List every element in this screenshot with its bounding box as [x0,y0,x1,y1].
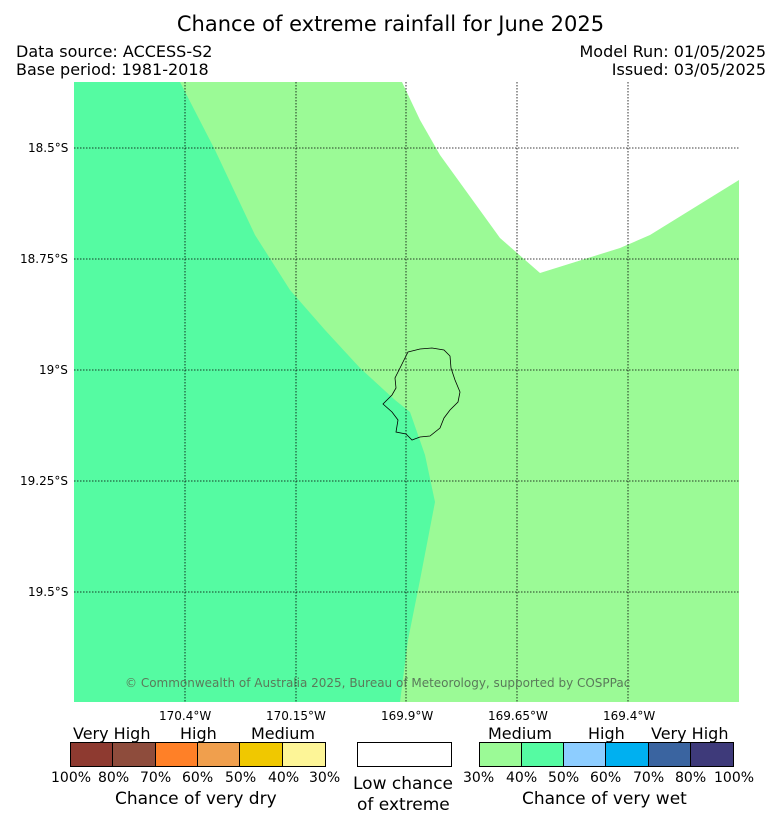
legend-pct: 30% [463,770,495,786]
legend-dry-medium: Medium [251,724,315,743]
meta-left: Data source: ACCESS-S2 Base period: 1981… [16,43,212,79]
legend-swatch [113,743,156,766]
legend-wet-very-high: Very High [651,724,729,743]
region-low-chance [402,82,739,273]
legend-pct: 40% [268,770,300,786]
legend-wet-swatches [479,742,734,767]
lat-label: 19.5°S [28,585,69,599]
legend-dry-high: High [180,724,217,743]
legend-swatch [564,743,607,766]
legend-swatch [690,743,733,766]
legend-pct: 80% [675,770,707,786]
model-run: Model Run: 01/05/2025 [579,42,767,61]
legend-pct: 60% [590,770,622,786]
meta-right: Model Run: 01/05/2025 Issued: 03/05/2025 [580,43,767,79]
map-gridlines [74,82,739,702]
lon-label: 169.65°W [488,709,548,723]
legend-pct: 100% [51,770,92,786]
legend-pct: 70% [633,770,665,786]
legend-wet-medium: Medium [488,724,552,743]
legend-pct: 100% [714,770,755,786]
lon-label: 170.15°W [266,709,326,723]
legend-swatch [480,743,523,766]
legend-swatch [606,743,649,766]
legend-low-chance-caption-1: Low chance [353,774,453,794]
legend-pct: 70% [140,770,172,786]
legend-pct: 50% [225,770,257,786]
legend-wet-high: High [588,724,625,743]
lon-label: 169.4°W [603,709,656,723]
legend-swatch [240,743,283,766]
lon-label: 170.4°W [159,709,212,723]
legend-dry-very-high: Very High [73,724,151,743]
legend-pct: 30% [309,770,341,786]
legend-pct: 80% [98,770,130,786]
base-period: Base period: 1981-2018 [16,60,209,79]
lat-label: 18.75°S [20,252,68,266]
legend-dry-caption: Chance of very dry [115,789,277,809]
legend-dry-swatches [70,742,326,767]
legend-low-chance-caption-2: of extreme [357,795,450,815]
legend-swatch [197,743,241,766]
legend-swatch [358,743,451,766]
lat-label: 18.5°S [28,141,69,155]
legend-pct: 60% [182,770,214,786]
legend-pct: 50% [548,770,580,786]
legend-low-chance-swatch [357,742,452,767]
island-outline [382,347,461,441]
legend-swatch [155,743,198,766]
legend-pct: 40% [506,770,538,786]
legend-swatch [522,743,565,766]
data-source: Data source: ACCESS-S2 [16,42,213,61]
map-title: Chance of extreme rainfall for June 2025 [176,12,605,36]
legend-wet-caption: Chance of very wet [522,789,687,809]
lon-label: 169.9°W [381,709,434,723]
legend-swatch [648,743,691,766]
lat-label: 19°S [39,363,68,377]
issued-date: Issued: 03/05/2025 [611,60,766,79]
copyright-notice: © Commonwealth of Australia 2025, Bureau… [125,676,631,690]
region-wet-40-50 [74,82,435,702]
legend-swatch [71,743,114,766]
lat-label: 19.25°S [20,474,68,488]
legend-swatch [282,743,325,766]
